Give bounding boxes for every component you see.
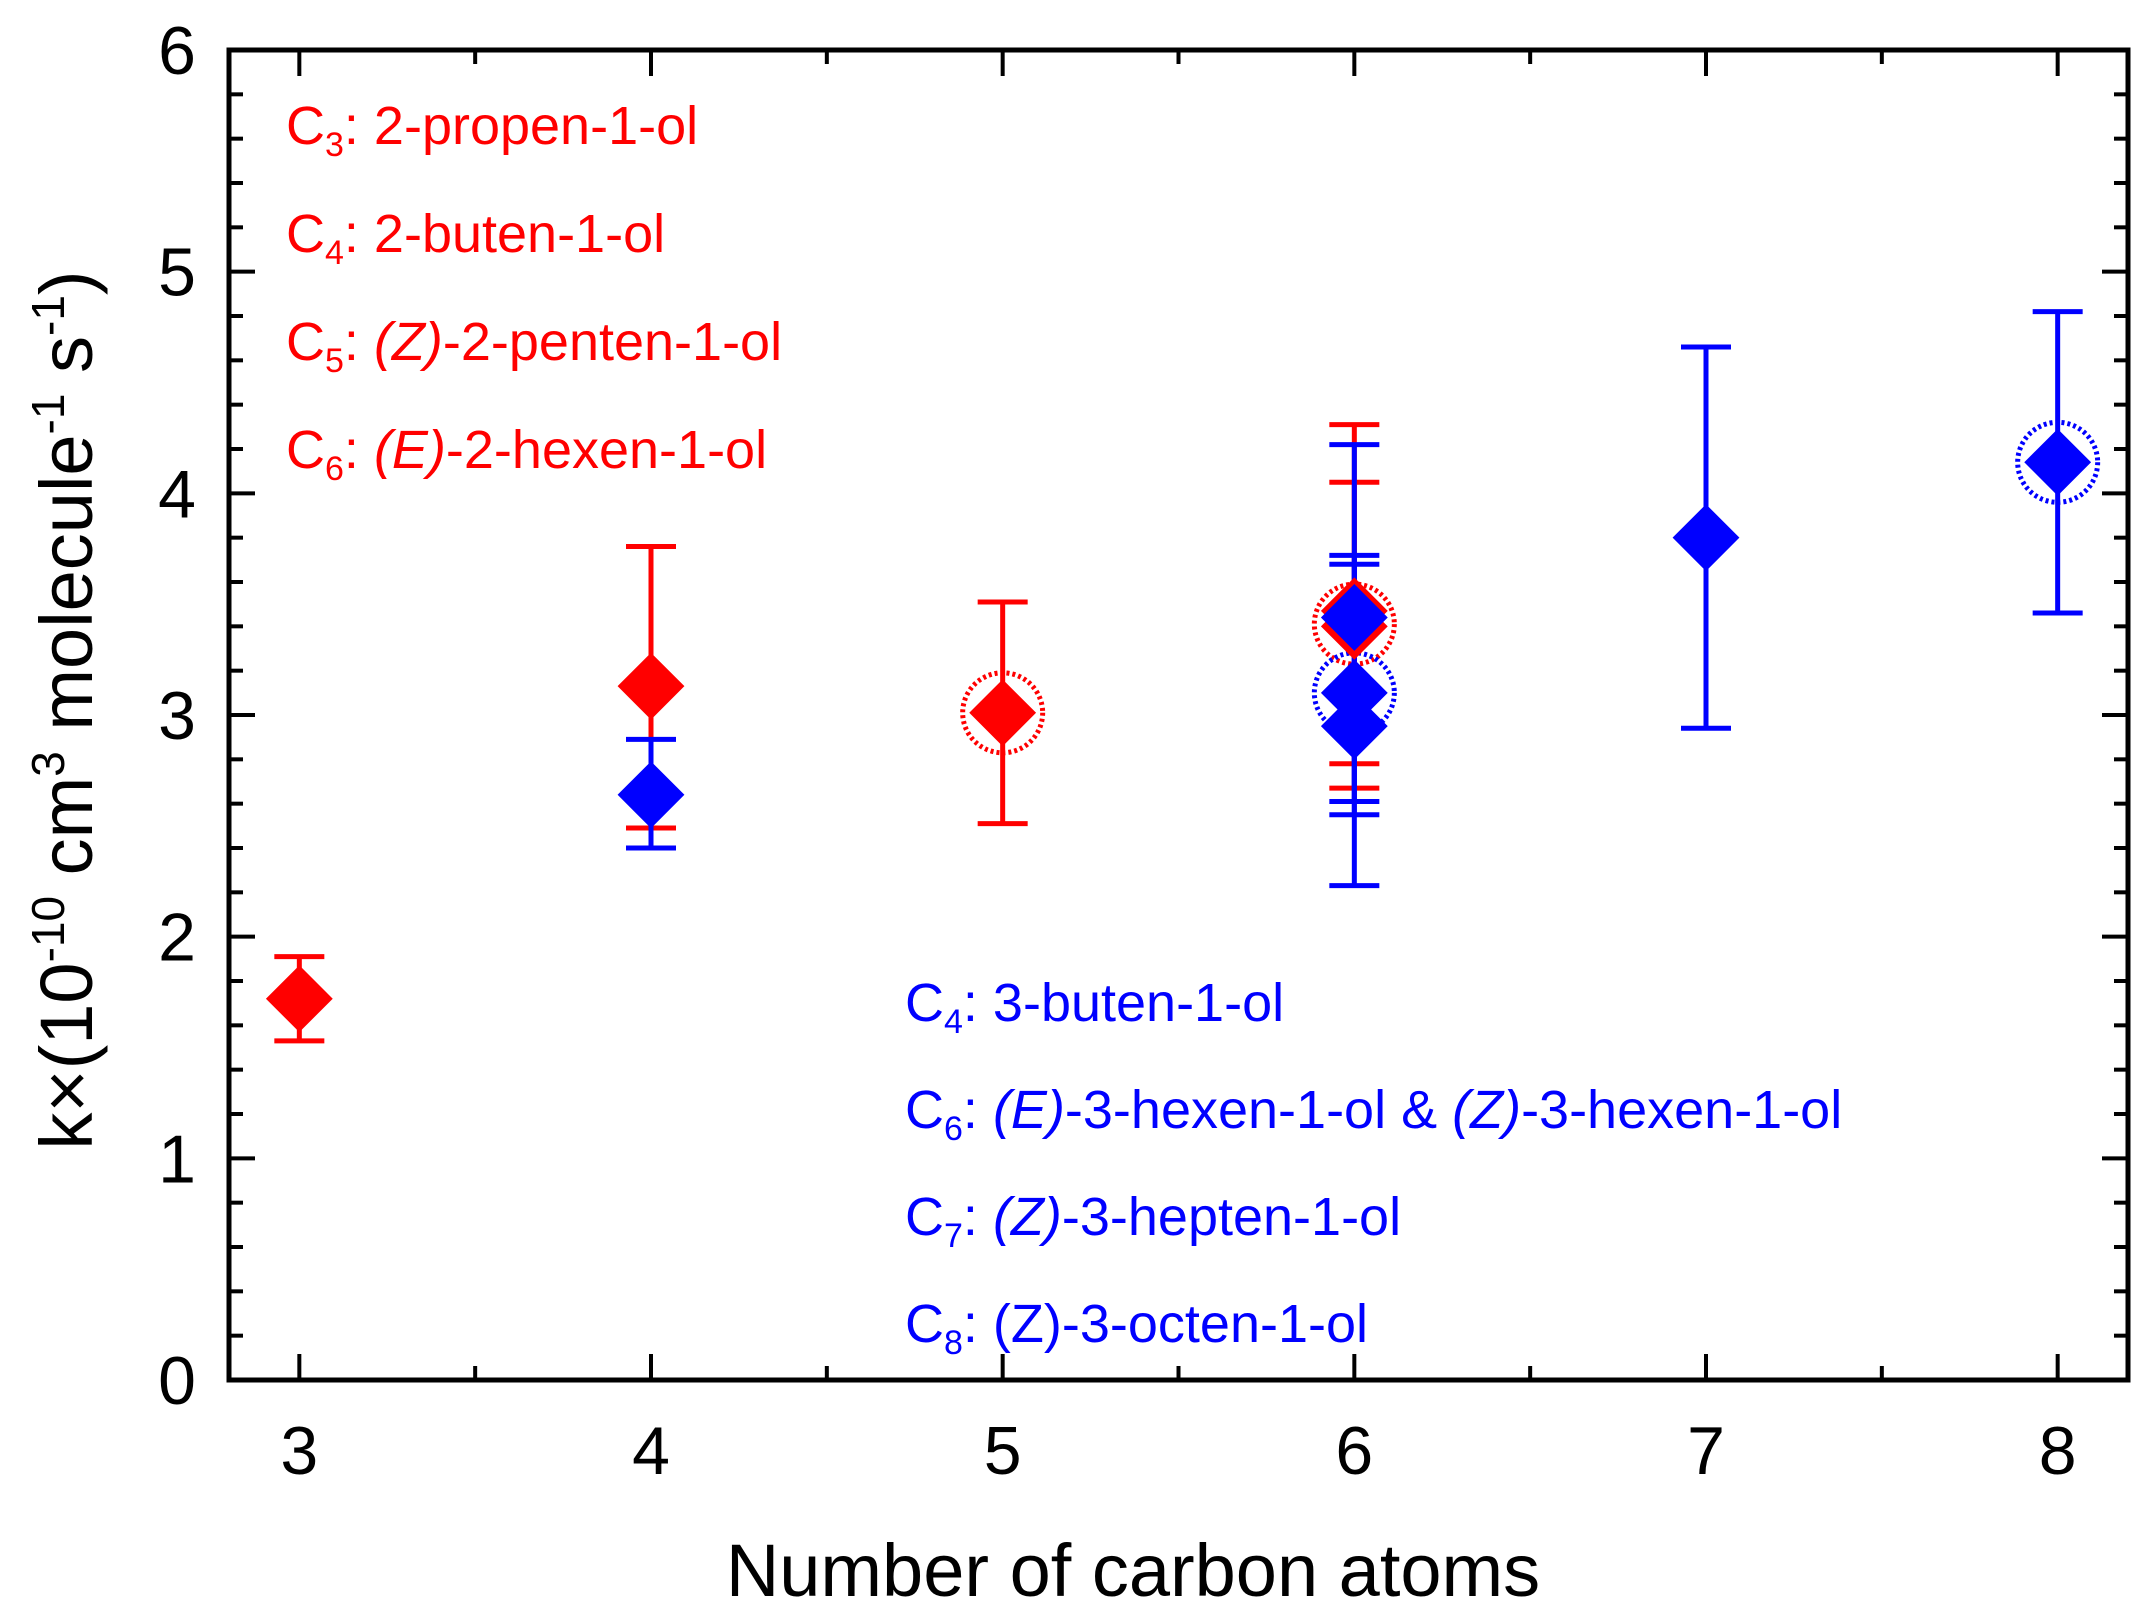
axes <box>226 47 2131 1383</box>
y-tick-label: 0 <box>158 1343 196 1419</box>
x-tick-label: 6 <box>1335 1413 1373 1489</box>
x-tick-label: 7 <box>1687 1413 1725 1489</box>
diamond-marker <box>1320 659 1388 727</box>
legend-entry: C4: 3-buten-1-ol <box>905 973 1284 1041</box>
legend-entry: C6: (E)-2-hexen-1-ol <box>286 420 767 488</box>
y-tick-label: 4 <box>158 456 196 532</box>
legend-entry: C5: (Z)-2-penten-1-ol <box>286 312 782 380</box>
open-circle-marker <box>960 670 1046 756</box>
open-circle-markers <box>960 419 2101 756</box>
diamond-marker <box>1672 504 1740 572</box>
x-axis-label: Number of carbon atoms <box>726 1529 1540 1612</box>
diamond-markers <box>265 428 2092 1033</box>
y-tick-label: 5 <box>158 235 196 311</box>
x-tick-label: 5 <box>984 1413 1022 1489</box>
y-tick-label: 6 <box>158 13 196 89</box>
legend-entry: C7: (Z)-3-hepten-1-ol <box>905 1187 1401 1255</box>
x-tick-label: 3 <box>280 1413 318 1489</box>
diamond-marker <box>969 679 1037 747</box>
y-tick-label: 3 <box>158 678 196 754</box>
diamond-marker <box>617 652 685 720</box>
open-circle-marker <box>2015 419 2101 505</box>
diamond-marker <box>2024 428 2092 496</box>
y-axis-label: k×(10-10 cm3 molecule-1 s-1) <box>22 270 108 1149</box>
diamond-marker <box>617 761 685 829</box>
diamond-marker <box>1320 584 1388 651</box>
legend-red: C3: 2-propen-1-ol C4: 2-buten-1-ol C5: (Z)… <box>286 96 782 488</box>
legend-entry: C4: 2-buten-1-ol <box>286 204 665 272</box>
diamond-marker <box>265 965 333 1033</box>
legend-entry: C3: 2-propen-1-ol <box>286 96 698 164</box>
legend-blue: C4: 3-buten-1-ol C6: (E)-3-hexen-1-ol & (… <box>905 973 1842 1362</box>
y-tick-label: 2 <box>158 900 196 976</box>
legend-entry: C8: (Z)-3-octen-1-ol <box>905 1294 1368 1362</box>
tick-labels: 3 4 5 6 7 8 0 1 2 3 4 5 6 <box>158 13 2076 1489</box>
y-tick-label: 1 <box>158 1121 196 1197</box>
x-tick-label: 8 <box>2039 1413 2077 1489</box>
legend-entry: C6: (E)-3-hexen-1-ol & (Z)-3-hexen-1-ol <box>905 1080 1842 1148</box>
x-tick-label: 4 <box>632 1413 670 1489</box>
